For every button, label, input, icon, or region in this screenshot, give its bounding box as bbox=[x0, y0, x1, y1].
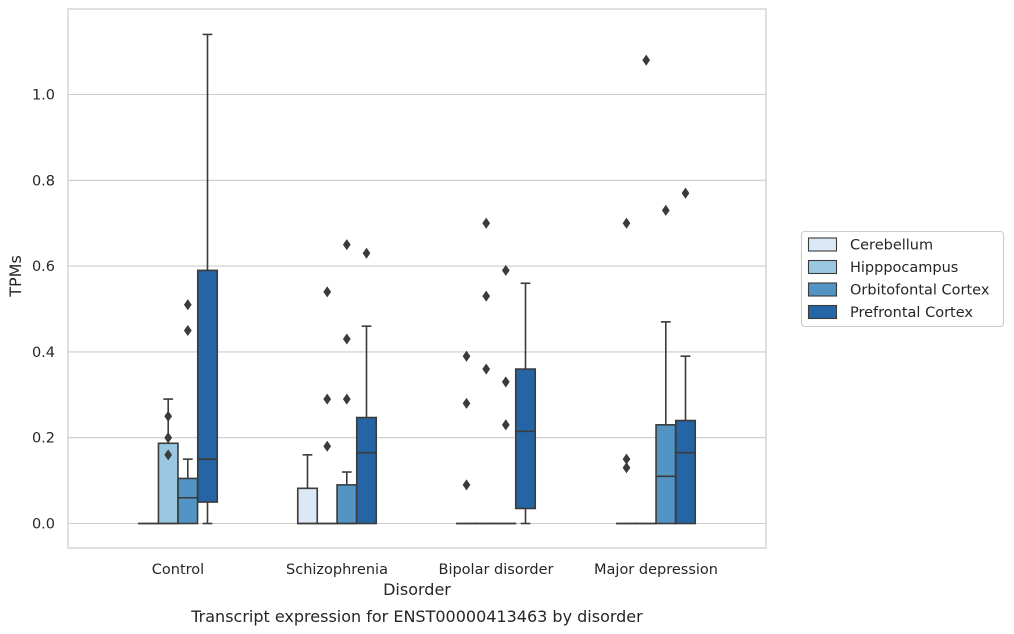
outlier-point bbox=[164, 449, 173, 461]
outlier-point bbox=[501, 419, 510, 431]
box-iqr bbox=[177, 477, 199, 525]
legend-label: Cerebellum bbox=[850, 238, 933, 254]
x-axis-title: Disorder bbox=[383, 580, 451, 599]
x-tick-label: Schizophrenia bbox=[286, 562, 388, 578]
outlier-point bbox=[482, 290, 491, 302]
y-tick-label: 0.4 bbox=[32, 345, 55, 361]
chart-caption: Transcript expression for ENST0000041346… bbox=[190, 607, 643, 626]
outlier-point bbox=[362, 247, 371, 259]
outlier-point bbox=[323, 393, 332, 405]
legend: Cerebellum Hipppocampus Orbitofontal Corte… bbox=[800, 230, 1005, 328]
legend-swatch bbox=[807, 237, 838, 252]
legend-label: Hipppocampus bbox=[850, 260, 958, 276]
box-iqr bbox=[514, 368, 537, 510]
y-tick-labels: 0.0 0.2 0.4 0.6 0.8 1.0 bbox=[32, 88, 55, 533]
box-iqr bbox=[355, 416, 378, 525]
y-tick-label: 0.8 bbox=[32, 173, 55, 189]
outlier-point bbox=[342, 393, 351, 405]
x-tick-label: Control bbox=[152, 562, 204, 578]
x-tick-labels: Control Schizophrenia Bipolar disorder Majo… bbox=[152, 562, 718, 578]
outlier-point bbox=[342, 333, 351, 345]
y-tick-label: 1.0 bbox=[32, 88, 55, 104]
y-tick-label: 0.2 bbox=[32, 431, 55, 447]
outlier-point bbox=[482, 363, 491, 375]
x-tick-label: Bipolar disorder bbox=[439, 562, 554, 578]
box-iqr bbox=[674, 419, 697, 525]
outlier-point bbox=[183, 299, 192, 311]
legend-frame bbox=[800, 230, 1005, 328]
outlier-point bbox=[164, 410, 173, 422]
box-iqr bbox=[196, 269, 219, 503]
outlier-point bbox=[482, 217, 491, 229]
outlier-point bbox=[183, 324, 192, 336]
y-tick-label: 0.0 bbox=[32, 517, 55, 533]
outlier-point bbox=[323, 440, 332, 452]
outlier-point bbox=[164, 432, 173, 444]
outlier-point bbox=[622, 217, 631, 229]
box-iqr bbox=[296, 487, 319, 525]
legend-label: Orbitofontal Cortex bbox=[850, 283, 990, 299]
legend-swatch bbox=[807, 282, 838, 297]
y-axis-title: TPMs bbox=[6, 255, 25, 298]
outlier-point bbox=[681, 187, 690, 199]
outlier-point bbox=[462, 397, 471, 409]
outlier-point bbox=[462, 479, 471, 491]
legend-swatch bbox=[807, 259, 838, 275]
y-tick-label: 0.6 bbox=[32, 259, 55, 275]
plot-frame bbox=[67, 8, 767, 549]
box-iqr bbox=[336, 484, 358, 525]
outlier-point bbox=[323, 286, 332, 298]
outlier-point bbox=[622, 462, 631, 474]
x-tick-label: Major depression bbox=[594, 562, 718, 578]
outlier-point bbox=[661, 204, 670, 216]
outlier-point bbox=[501, 376, 510, 388]
outlier-point bbox=[342, 239, 351, 251]
legend-label: Prefrontal Cortex bbox=[850, 305, 973, 321]
outlier-point bbox=[642, 54, 651, 66]
outlier-point bbox=[462, 350, 471, 362]
outlier-point bbox=[501, 264, 510, 276]
box-iqr bbox=[655, 424, 677, 525]
legend-swatch bbox=[807, 304, 838, 320]
box-elements bbox=[137, 33, 697, 525]
